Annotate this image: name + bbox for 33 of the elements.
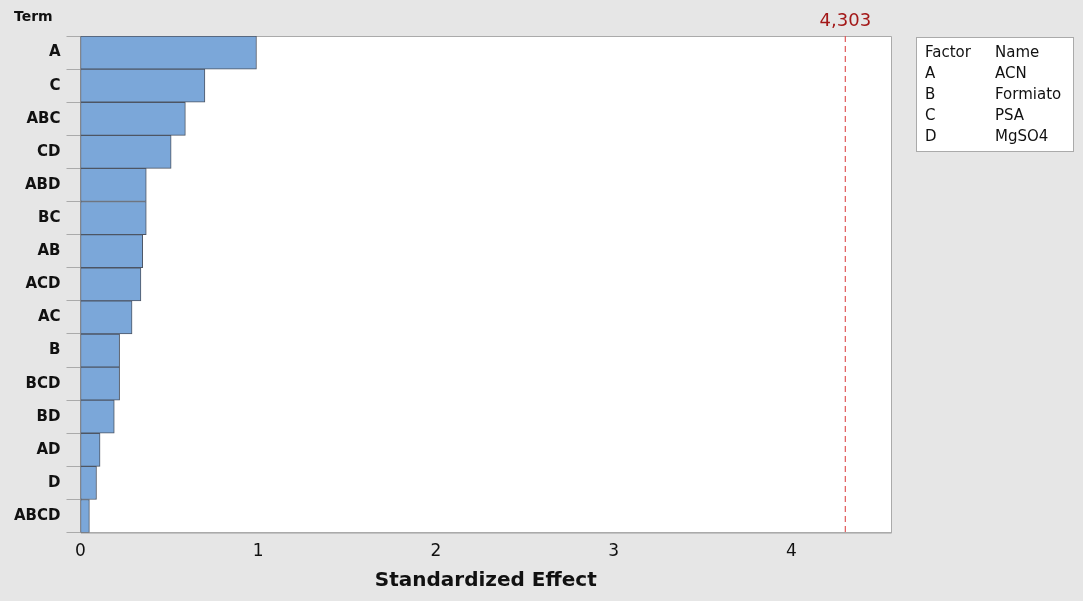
y-tick-label: ABD — [25, 174, 61, 193]
text: D — [925, 126, 938, 147]
x-tick-label: 4 — [786, 540, 797, 561]
x-tick-label: 3 — [608, 540, 620, 561]
x-tick-label: 0 — [75, 540, 86, 561]
y-tick-label: AC — [37, 307, 61, 326]
y-tick-label: A — [48, 42, 61, 61]
ref-line-label: 4,303 — [819, 8, 872, 30]
y-tick-label: D — [48, 472, 61, 491]
y-tick-label: BC — [38, 207, 61, 226]
y-tick-label: AB — [37, 241, 61, 260]
x-axis-title: Standardized Effect — [374, 567, 598, 592]
text: C — [925, 105, 937, 126]
y-tick-label: ABC — [26, 108, 61, 127]
y-tick-label: B — [49, 340, 61, 359]
y-tick-label: BCD — [25, 373, 61, 392]
y-axis-title: Term — [14, 7, 53, 24]
text: Name — [995, 42, 1041, 63]
text: B — [925, 84, 937, 105]
y-tick-label: CD — [37, 141, 61, 160]
text: ACN — [995, 63, 1028, 84]
x-tick-label: 2 — [430, 540, 442, 561]
y-tick-label: AD — [36, 439, 61, 458]
y-tick-label: ABCD — [13, 505, 61, 524]
text: A — [925, 63, 937, 84]
text: Formiato — [995, 84, 1063, 105]
x-tick-label: 1 — [252, 540, 264, 561]
y-tick-label: BD — [36, 406, 61, 425]
text: MgSO4 — [995, 126, 1050, 147]
text: PSA — [995, 105, 1026, 126]
y-tick-label: C — [49, 75, 61, 94]
text: Factor — [925, 42, 972, 63]
y-tick-label: ACD — [25, 274, 61, 293]
